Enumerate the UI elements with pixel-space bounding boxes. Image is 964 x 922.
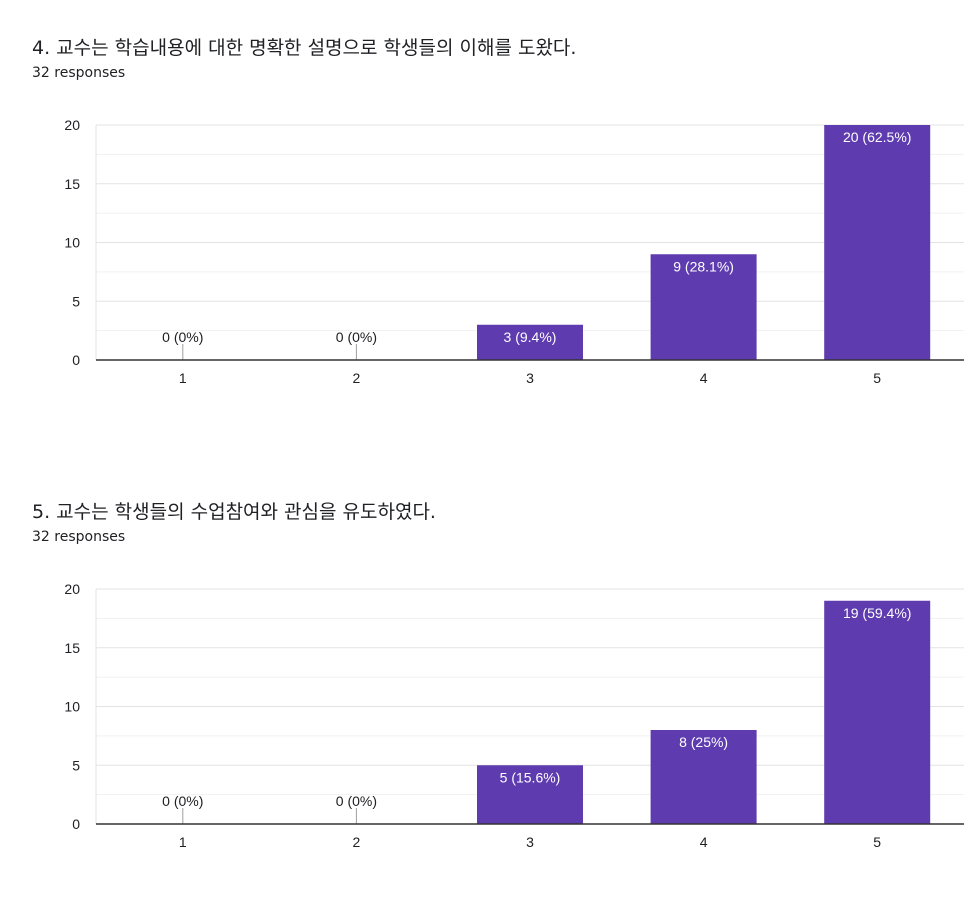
bar-data-label: 8 (25%) [679,734,728,750]
bar [824,125,931,360]
question-5-title: 5. 교수는 학생들의 수업참여와 관심을 유도하였다. [32,501,436,523]
bar-data-label: 0 (0%) [162,793,203,809]
question-4-bar-chart: 0 5 10 15 20 0 (0%) 1 0 (0%) 2 3 (9.4%) 3 9 (28.1%)… [0,110,964,400]
bar-data-label: 3 (9.4%) [504,329,557,345]
x-category-label: 2 [353,370,361,386]
x-category-label: 1 [179,370,187,386]
x-category-label: 4 [700,834,708,850]
x-category-label: 3 [526,834,534,850]
y-tick-label: 5 [72,293,80,309]
y-tick-label: 0 [72,352,80,368]
question-5-response-count: 32 responses [32,529,126,545]
bar [477,324,583,360]
y-tick-label: 10 [64,235,80,251]
bar-data-label: 0 (0%) [336,793,377,809]
question-4-title: 4. 교수는 학습내용에 대한 명확한 설명으로 학생들의 이해를 도왔다. [32,37,577,59]
y-tick-label: 10 [64,699,80,715]
bar [824,600,931,824]
x-category-label: 3 [526,370,534,386]
bar [650,254,757,360]
y-tick-label: 15 [64,640,80,656]
question-5-bar-chart: 0 5 10 15 20 0 (0%) 1 0 (0%) 2 5 (15.6%) 3 8 (25%) 4… [0,574,964,864]
chart-svg: 0 5 10 15 20 0 (0%) 1 0 (0%) 2 5 (15.6%) 3 8 (25%) 4… [64,581,964,850]
x-category-label: 5 [873,834,881,850]
question-4-response-count: 32 responses [32,65,126,81]
bar-data-label: 19 (59.4%) [843,605,911,621]
bar-data-label: 9 (28.1%) [673,258,734,274]
y-tick-label: 20 [64,581,80,597]
x-category-label: 5 [873,370,881,386]
bar [650,730,757,824]
y-tick-label: 20 [64,117,80,133]
bar-data-label: 20 (62.5%) [843,129,911,145]
chart-svg: 0 5 10 15 20 0 (0%) 1 0 (0%) 2 3 (9.4%) 3 9 (28.1%)… [64,117,964,386]
y-tick-label: 0 [72,816,80,832]
x-category-label: 1 [179,834,187,850]
bar-data-label: 0 (0%) [336,329,377,345]
bar [477,765,583,824]
bar-data-label: 5 (15.6%) [500,769,561,785]
x-category-label: 2 [353,834,361,850]
y-tick-label: 5 [72,757,80,773]
bar-data-label: 0 (0%) [162,329,203,345]
x-category-label: 4 [700,370,708,386]
y-tick-label: 15 [64,176,80,192]
